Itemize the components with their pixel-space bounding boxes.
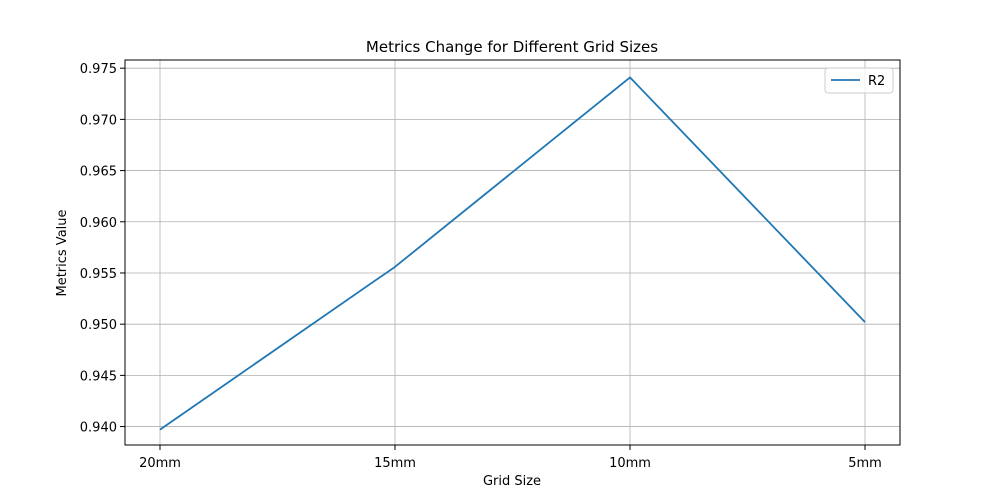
x-tick-label: 5mm — [848, 456, 882, 471]
y-tick-label: 0.955 — [80, 267, 117, 282]
y-tick-label: 0.940 — [80, 421, 117, 436]
x-axis-title: Grid Size — [483, 474, 541, 489]
series-layer — [159, 76, 866, 431]
y-tick-label: 0.975 — [80, 62, 117, 77]
y-tick-label: 0.970 — [80, 113, 117, 128]
y-tick-label: 0.960 — [80, 216, 117, 231]
y-tick-label: 0.965 — [80, 165, 117, 180]
legend-label-r2: R2 — [868, 74, 885, 89]
x-tick-label: 15mm — [374, 456, 416, 471]
x-tick-label: 20mm — [139, 456, 181, 471]
series-line-r2 — [159, 76, 866, 431]
chart-title: Metrics Change for Different Grid Sizes — [366, 38, 658, 56]
y-axis-title: Metrics Value — [55, 209, 70, 296]
grid-layer — [125, 60, 900, 445]
legend: R2 — [824, 67, 894, 94]
y-tick-label: 0.950 — [80, 318, 117, 333]
x-axis-ticks: 20mm 15mm 10mm 5mm — [139, 445, 882, 471]
y-axis-ticks: 0.940 0.945 0.950 0.955 0.960 0.965 0.970 0.975 — [80, 62, 125, 436]
x-tick-label: 10mm — [609, 456, 651, 471]
plot-frame — [124, 59, 901, 446]
y-tick-label: 0.945 — [80, 369, 117, 384]
